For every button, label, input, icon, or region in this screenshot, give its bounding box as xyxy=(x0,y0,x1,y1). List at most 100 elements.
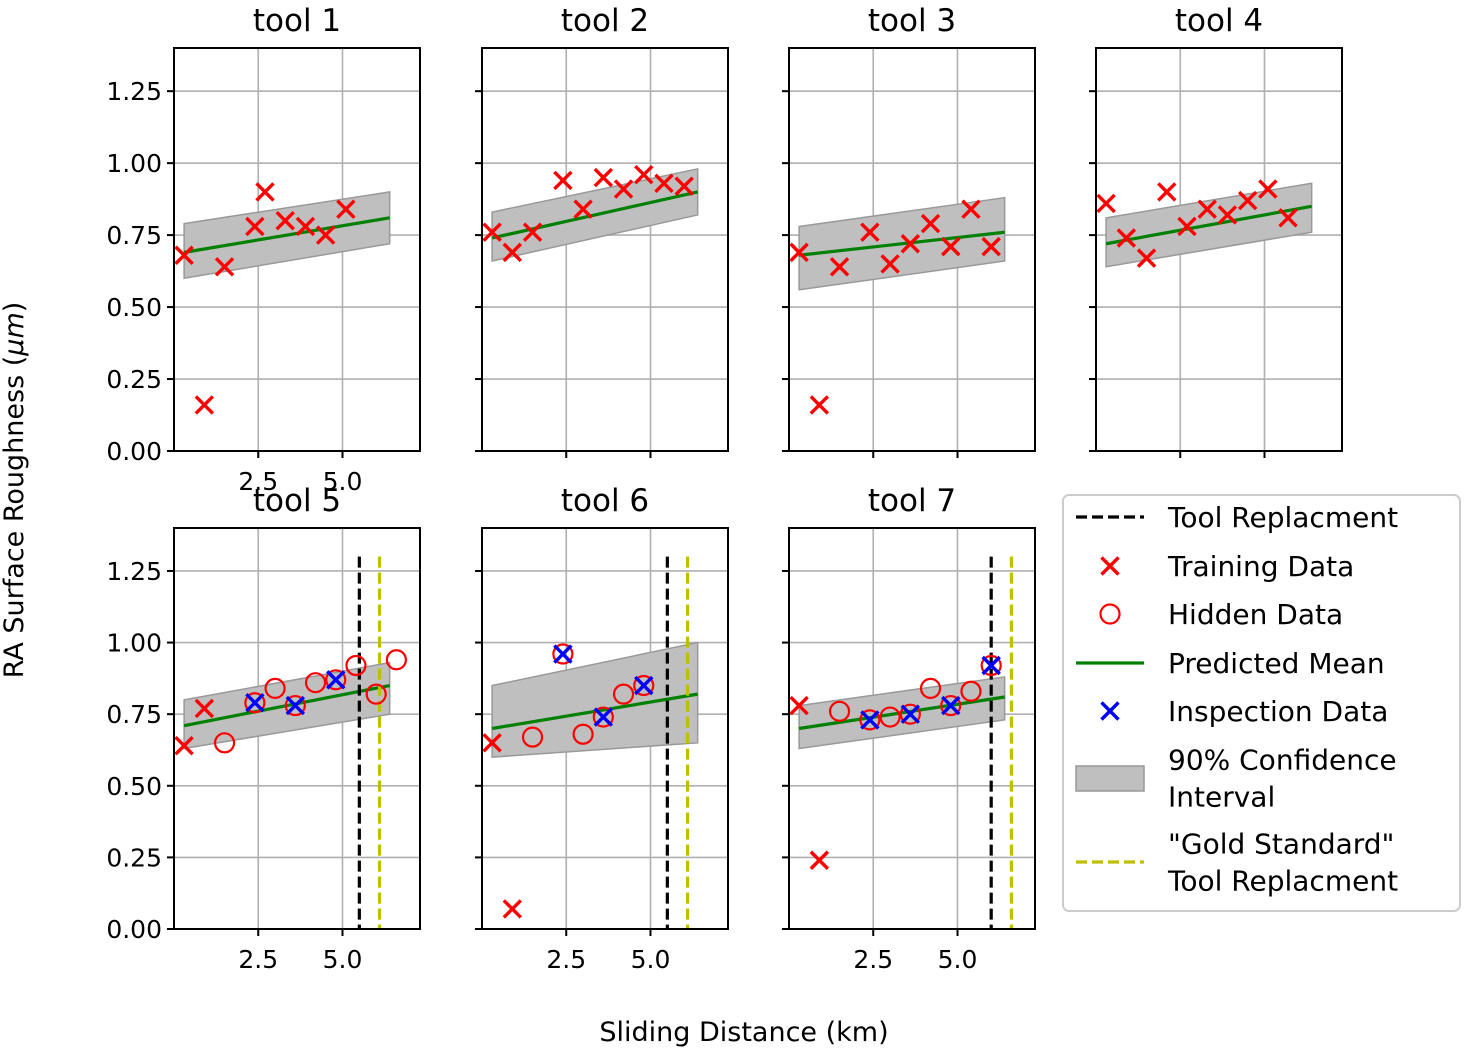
legend-entry-hidden: Hidden Data xyxy=(1099,598,1343,631)
subplot-tool-1: 0.00 0.25 0.50 0.75 1.00 1.25 2.5 5.0 tool 1 xyxy=(106,3,421,496)
y-axis-label: RA Surface Roughness (μm) xyxy=(0,302,30,679)
plot-area xyxy=(789,196,1006,415)
y-axis-label-unit: μm xyxy=(0,312,30,356)
y-tick-label: 1.25 xyxy=(106,77,162,106)
training-data-point xyxy=(1217,205,1238,225)
axes-frame xyxy=(788,527,1036,930)
legend-entry-training: Training Data xyxy=(1100,550,1354,583)
legend-label: Interval xyxy=(1168,781,1275,814)
hidden-data-point xyxy=(919,677,942,700)
plot-area xyxy=(482,556,699,929)
training-data-point xyxy=(502,242,523,263)
hidden-data-point xyxy=(572,723,594,745)
y-tick-label: 0.75 xyxy=(106,700,162,729)
subplot-tool-2: tool 2 xyxy=(475,3,729,458)
subplot-tool-4: tool 4 xyxy=(1089,3,1343,458)
hidden-data-point xyxy=(859,709,881,731)
training-data-point xyxy=(573,199,593,219)
axes-frame xyxy=(481,527,729,930)
legend-entry-replacement: Tool Replacment xyxy=(1076,501,1398,534)
subplot-title: tool 3 xyxy=(868,3,956,39)
training-data-point xyxy=(336,199,356,219)
legend-label: "Gold Standard" xyxy=(1168,828,1394,861)
legend: Tool Replacment Training Data Hidden Data P… xyxy=(1062,494,1461,912)
plot-area xyxy=(174,556,408,929)
axes-frame xyxy=(481,47,729,452)
legend-label: Tool Replacment xyxy=(1167,865,1398,898)
y-tick-label: 0.00 xyxy=(106,437,162,466)
training-data-point xyxy=(1237,190,1258,211)
legend-label: Hidden Data xyxy=(1168,598,1343,631)
hidden-data-point xyxy=(365,683,387,705)
hidden-data-point xyxy=(345,654,367,677)
training-data-point xyxy=(194,698,215,719)
x-tick-label: 2.5 xyxy=(546,945,586,974)
training-data-point xyxy=(961,199,981,219)
training-data-point xyxy=(482,222,502,242)
training-data-point xyxy=(1197,199,1217,219)
subplot-tool-5: 0.00 0.25 0.50 0.75 1.00 1.25 2.5 5.0 tool 5 xyxy=(106,483,421,974)
training-data-point xyxy=(245,216,265,237)
training-data-point xyxy=(1258,179,1278,199)
inspection-data-point xyxy=(326,670,346,690)
training-data-point xyxy=(593,167,614,188)
training-data-point xyxy=(829,257,850,277)
training-data-point xyxy=(275,211,295,231)
training-data-point xyxy=(809,850,830,870)
plot-area xyxy=(789,556,1014,929)
training-data-point xyxy=(941,236,961,257)
y-tick-label: 0.75 xyxy=(106,221,162,250)
legend-entry-mean: Predicted Mean xyxy=(1076,647,1385,680)
inspection-data-point xyxy=(245,693,265,713)
training-data-point xyxy=(789,695,809,716)
axes-frame xyxy=(1095,47,1343,452)
subplot-title: tool 1 xyxy=(253,3,341,39)
inspection-data-point xyxy=(634,675,654,696)
training-data-point xyxy=(1116,228,1137,248)
training-data-point xyxy=(654,173,674,193)
subplot-title: tool 4 xyxy=(1175,3,1263,39)
predicted-mean-line xyxy=(1105,204,1312,246)
x-tick-label: 2.5 xyxy=(238,467,278,496)
inspection-data-point xyxy=(860,710,880,730)
subplot-grid: 0.00 0.25 0.50 0.75 1.00 1.25 2.5 5.0 tool 1 tool… xyxy=(106,3,1343,974)
training-data-point xyxy=(920,213,941,234)
hidden-data-point xyxy=(213,732,236,754)
plot-area xyxy=(1096,179,1313,268)
y-tick-label: 0.50 xyxy=(106,293,162,322)
subplot-title: tool 6 xyxy=(561,483,649,519)
subplot-title: tool 5 xyxy=(253,483,341,519)
training-data-point xyxy=(1278,208,1298,228)
training-data-point xyxy=(634,164,654,185)
legend-label: Inspection Data xyxy=(1168,695,1388,728)
training-data-point xyxy=(295,216,316,237)
training-data-point xyxy=(981,236,1001,257)
x-tick-label: 5.0 xyxy=(631,945,671,974)
hidden-data-point xyxy=(304,672,327,694)
hidden-data-point xyxy=(828,700,851,722)
hidden-data-point xyxy=(980,654,1002,677)
inspection-data-point xyxy=(941,695,961,716)
legend-box xyxy=(1062,494,1461,912)
hidden-data-point xyxy=(385,649,408,671)
hidden-data-point xyxy=(960,680,982,702)
legend-entry-gold: "Gold Standard" Tool Replacment xyxy=(1076,828,1398,898)
inspection-data-point xyxy=(593,707,614,727)
training-data-point xyxy=(174,245,194,265)
inspection-data-point xyxy=(285,695,306,716)
legend-training-swatch xyxy=(1100,556,1120,576)
subplot-tool-3: tool 3 xyxy=(782,3,1036,458)
inspection-data-point xyxy=(981,655,1001,676)
legend-ci-swatch xyxy=(1075,765,1145,792)
hidden-data-point xyxy=(633,674,655,697)
axes-frame xyxy=(173,47,421,452)
predicted-mean-line xyxy=(183,216,390,254)
legend-inspection-swatch xyxy=(1100,701,1120,721)
y-tick-label: 1.00 xyxy=(106,629,162,658)
legend-label: 90% Confidence xyxy=(1168,744,1397,777)
plot-area xyxy=(174,182,391,415)
y-tick-label: 0.50 xyxy=(106,772,162,801)
x-tick-label: 2.5 xyxy=(238,945,278,974)
training-data-point xyxy=(522,222,543,242)
legend-hidden-swatch xyxy=(1099,603,1121,625)
